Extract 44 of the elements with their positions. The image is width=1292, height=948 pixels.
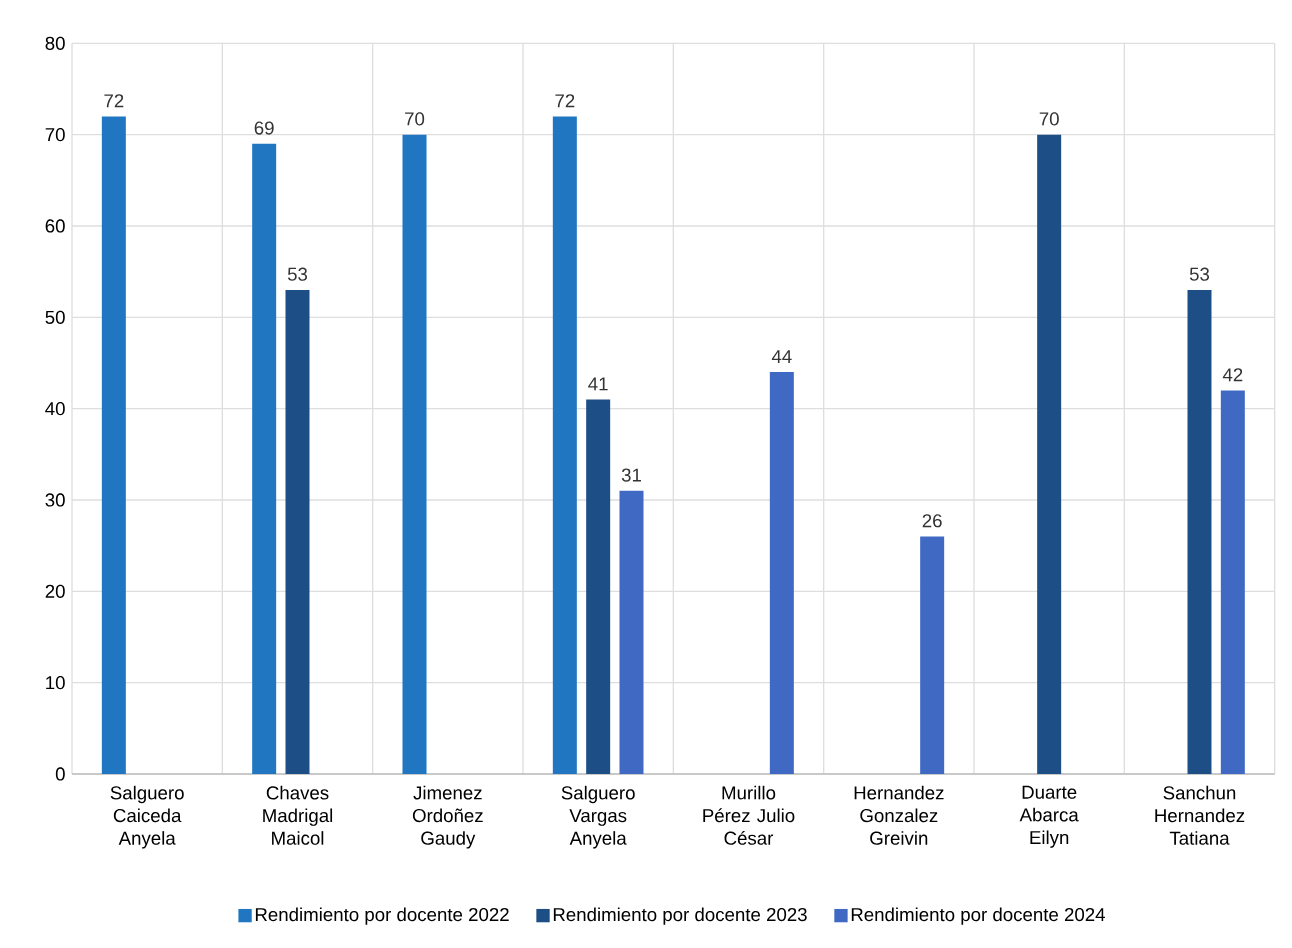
- y-tick-label: 40: [45, 402, 65, 416]
- bar: [101, 116, 126, 774]
- data-label: 31: [621, 468, 641, 482]
- bar: [552, 116, 577, 774]
- x-tick-label: Salguero Vargas Anyela: [561, 785, 635, 849]
- y-tick-label: 30: [45, 493, 65, 507]
- x-tick-label: Sanchun Hernandez Tatiana: [1155, 785, 1245, 845]
- x-tick-label: Salguero Caiceda Anyela: [110, 785, 184, 849]
- bar: [285, 289, 310, 774]
- y-tick-label: 10: [46, 676, 65, 690]
- data-label: 53: [1189, 267, 1210, 281]
- legend-label: Rendimiento por docente 2023: [553, 907, 807, 925]
- x-tick-label: Hernandez Gonzalez Greivin: [854, 785, 944, 845]
- bar: [252, 143, 277, 774]
- legend-label: Rendimiento por docente 2024: [851, 907, 1105, 925]
- x-tick-label: Murillo Pérez Julio César: [703, 785, 795, 845]
- bar: [1220, 390, 1245, 774]
- bar: [586, 399, 611, 774]
- bar: [769, 372, 794, 774]
- data-label: 69: [254, 121, 274, 135]
- data-label: 44: [771, 350, 792, 363]
- x-tick-label: Chaves Madrigal Maicol: [263, 785, 333, 845]
- x-tick-label: Duarte Abarca Eilyn: [1019, 785, 1079, 848]
- data-label: 72: [555, 94, 575, 108]
- data-label: 41: [588, 377, 608, 391]
- y-tick-label: 60: [45, 219, 65, 233]
- bar: [1187, 289, 1212, 774]
- data-label: 53: [287, 267, 308, 281]
- data-label: 26: [922, 514, 942, 528]
- data-label: 42: [1222, 368, 1243, 382]
- bar: [619, 490, 644, 774]
- y-tick-label: 20: [45, 584, 65, 598]
- bar: [1037, 134, 1062, 774]
- data-label: 72: [104, 94, 124, 108]
- data-label: 70: [405, 112, 425, 126]
- legend-label: Rendimiento por docente 2022: [255, 907, 509, 925]
- y-tick-label: 0: [55, 767, 65, 781]
- y-tick-label: 70: [45, 128, 65, 142]
- bar: [920, 536, 945, 774]
- x-tick-label: Jimenez Ordoñez Gaudy: [412, 785, 483, 849]
- y-tick-label: 80: [45, 36, 65, 50]
- y-tick-label: 50: [45, 310, 65, 324]
- data-label: 70: [1039, 112, 1059, 126]
- bar: [402, 134, 427, 774]
